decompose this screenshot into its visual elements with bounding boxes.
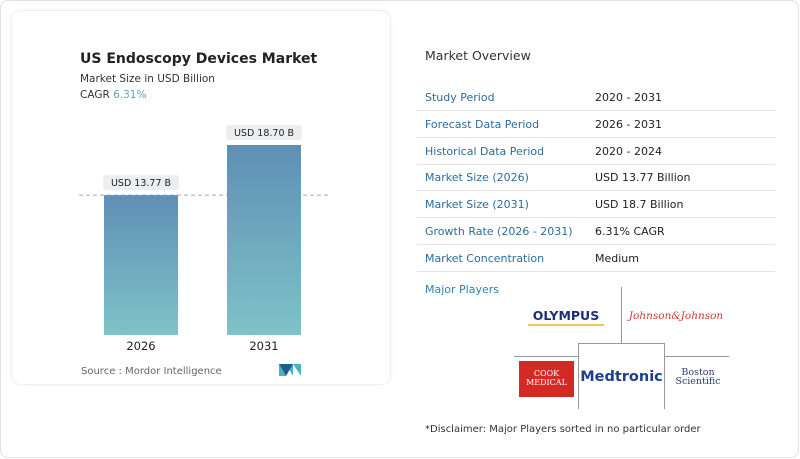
medtronic-logo: Medtronic xyxy=(580,369,663,385)
bar-chart: USD 13.77 B 2026 USD 18.70 B 2031 xyxy=(79,125,328,353)
row-value: USD 13.77 Billion xyxy=(595,171,691,185)
overview-title: Market Overview xyxy=(425,48,531,63)
row-value: 2020 - 2024 xyxy=(595,144,662,158)
row-label: Forecast Data Period xyxy=(425,117,540,131)
cook-medical-logo: COOK MEDICAL xyxy=(519,361,574,397)
major-players-title: Major Players xyxy=(425,283,499,296)
cagr-value: 6.31% xyxy=(113,89,147,101)
row-value: 2026 - 2031 xyxy=(595,117,662,131)
row-label: Growth Rate (2026 - 2031) xyxy=(425,225,573,238)
chart-subtitle: Market Size in USD Billion xyxy=(80,73,215,85)
row-value: 2020 - 2031 xyxy=(595,91,662,104)
divider xyxy=(621,287,622,343)
cagr: CAGR 6.31% xyxy=(80,89,146,101)
bar-2026 xyxy=(104,195,178,335)
overview-row: Market Size (2031) USD 18.7 Billion xyxy=(417,191,775,219)
boston-scientific-logo: Boston Scientific xyxy=(675,366,721,387)
overview-row: Market Concentration Medium xyxy=(417,245,775,272)
row-label: Study Period xyxy=(425,91,495,104)
mordor-logo-icon xyxy=(279,364,301,376)
divider-box xyxy=(578,343,665,409)
overview-row: Study Period 2020 - 2031 xyxy=(417,84,775,111)
row-label: Market Size (2026) xyxy=(425,171,529,185)
x-tick-label: 2031 xyxy=(249,339,278,353)
overview-row: Market Size (2026) USD 13.77 Billion xyxy=(417,164,775,192)
cagr-label: CAGR xyxy=(80,89,110,101)
jnj-logo: Johnson&Johnson xyxy=(628,310,724,322)
data-label-bg xyxy=(226,125,302,140)
olympus-logo: OLYMPUS xyxy=(528,306,604,326)
divider xyxy=(665,356,729,357)
divider xyxy=(514,356,578,357)
x-tick-label: 2026 xyxy=(126,339,155,353)
overview-row: Historical Data Period 2020 - 2024 xyxy=(417,138,775,165)
disclaimer: *Disclaimer: Major Players sorted in no … xyxy=(425,424,701,435)
data-label: USD 18.70 B xyxy=(234,128,294,139)
row-value: Medium xyxy=(595,251,639,265)
chart-title: US Endoscopy Devices Market xyxy=(80,51,318,67)
chart-card xyxy=(11,10,391,385)
overview-row: Growth Rate (2026 - 2031) 6.31% CAGR xyxy=(417,218,775,245)
row-label: Market Size (2031) xyxy=(425,198,529,212)
row-value: USD 18.7 Billion xyxy=(595,198,684,212)
row-value: 6.31% CAGR xyxy=(595,225,665,238)
row-label: Market Concentration xyxy=(425,251,545,265)
bar-2031 xyxy=(227,145,301,335)
data-label: USD 13.77 B xyxy=(111,178,171,189)
overview-row: Forecast Data Period 2026 - 2031 xyxy=(417,111,775,138)
source-text: Source : Mordor Intelligence xyxy=(81,366,222,377)
data-label-bg xyxy=(103,175,179,191)
row-label: Historical Data Period xyxy=(425,144,545,158)
